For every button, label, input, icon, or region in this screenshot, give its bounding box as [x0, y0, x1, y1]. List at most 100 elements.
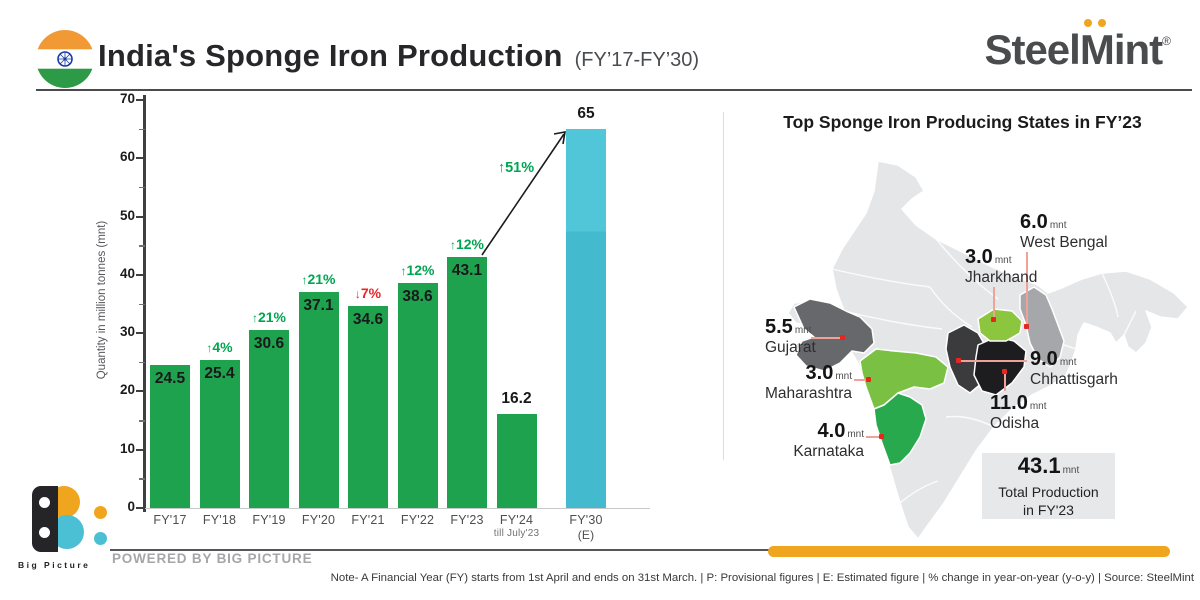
- y-tick-label: 70: [119, 91, 135, 106]
- chart-bar-FY'20: [298, 292, 339, 508]
- total-line1: Total Production: [998, 484, 1099, 500]
- leader-line-westbengal: [1026, 252, 1028, 326]
- x-tick-label-FY'17: FY'17: [153, 513, 187, 527]
- india-map: [787, 160, 1189, 540]
- y-tick-mark: [136, 332, 145, 335]
- bar-value-label: 43.1: [451, 262, 483, 279]
- x-tick-label-FY'20: FY'20: [301, 513, 336, 527]
- registered-mark: ®: [1162, 34, 1171, 48]
- y-tick-label: 60: [119, 149, 135, 165]
- marker-dot-westbengal: [1024, 324, 1029, 329]
- total-production-box: 43.1 mnt Total Production in FY'23: [982, 453, 1115, 519]
- logo-black-column: [32, 486, 58, 552]
- chart-bar-FY'24: [496, 414, 537, 508]
- footer-divider: [110, 549, 770, 551]
- x-tick-label-FY'24: FY'24 till July'23: [493, 513, 540, 539]
- map-label-jharkhand: 3.0 mnt Jharkhand: [965, 246, 1038, 286]
- y-tick-label: 0: [127, 499, 135, 514]
- leader-line-maharashtra: [854, 379, 867, 381]
- y-tick-label: 40: [119, 265, 135, 281]
- brand-dot-icon: [1083, 19, 1092, 27]
- steelmint-logo: SteelM int®: [984, 19, 1171, 74]
- leader-line-gujarat: [811, 337, 841, 339]
- marker-dot-karnataka: [879, 434, 884, 439]
- y-tick-mark: [136, 99, 145, 101]
- map-label-karnataka: 4.0 mnt Karnataka: [793, 420, 864, 460]
- y-tick-mark: [136, 448, 145, 451]
- y-minor-tick-mark: [139, 245, 145, 247]
- up-arrow-icon: ↑: [206, 341, 213, 355]
- state-gujarat: [793, 298, 875, 372]
- state-karnataka: [873, 392, 927, 466]
- x-tick-label-FY'18: FY'18: [202, 513, 237, 527]
- chart-bar-FY'23: [447, 257, 487, 508]
- logo-text: Big Picture: [18, 560, 91, 570]
- bar-value-label: 38.6: [402, 288, 433, 305]
- page-title: India's Sponge Iron Production: [98, 38, 563, 73]
- footer-accent-bar: [768, 546, 1170, 557]
- bar-pct-label: ↓7%: [354, 285, 382, 301]
- bar-value-label: 34.6: [352, 311, 384, 328]
- x-tick-label-FY'19: FY'19: [252, 513, 286, 527]
- leader-line-chhattisgarh: [961, 360, 1027, 362]
- big-picture-logo: Big Picture: [18, 486, 110, 580]
- y-tick-mark: [136, 215, 145, 218]
- map-panel: Top Sponge Iron Producing States in FY’2…: [725, 95, 1200, 573]
- x-tick-label-FY'30: FY'30 (E): [569, 513, 603, 542]
- map-label-chhattisgarh: 9.0 mnt Chhattisgarh: [1030, 348, 1118, 388]
- up-arrow-icon: ↑: [449, 238, 456, 252]
- chart-bar-FY'18: [199, 360, 240, 508]
- y-tick-mark: [136, 273, 145, 276]
- growth-annotation: ↑51%: [497, 160, 535, 176]
- powered-by-label: POWERED BY BIG PICTURE: [112, 551, 313, 566]
- chart-bar-FY'30: [566, 129, 606, 508]
- x-tick-label-FY'23: FY'23: [450, 513, 484, 527]
- india-flag-icon: [36, 30, 94, 88]
- leader-line-jharkhand: [993, 287, 995, 319]
- logo-colon-dot: [94, 506, 107, 519]
- y-tick-label: 30: [119, 324, 135, 340]
- map-title: Top Sponge Iron Producing States in FY’2…: [783, 112, 1142, 132]
- x-tick-label-FY'21: FY'21: [351, 513, 385, 527]
- bar-value-label: 25.4: [204, 365, 235, 382]
- marker-dot-chhattisgarh: [956, 358, 961, 363]
- up-arrow-icon: ↑: [497, 160, 506, 176]
- page-title-row: India's Sponge Iron Production (FY’17-FY…: [98, 38, 699, 74]
- up-arrow-icon: ↑: [400, 264, 407, 278]
- y-tick-label: 20: [119, 382, 135, 398]
- page-subtitle: (FY’17-FY’30): [574, 49, 700, 71]
- bar-value-label: 16.2: [501, 390, 532, 407]
- marker-dot-jharkhand: [991, 317, 996, 322]
- x-axis-line: [145, 507, 650, 509]
- chart-bar-FY'19: [249, 330, 289, 508]
- state-borders: [831, 238, 1137, 504]
- up-arrow-icon: ↑: [251, 311, 258, 325]
- bar-value-label: 24.5: [154, 370, 186, 387]
- y-tick-label: 10: [119, 440, 135, 456]
- y-tick-label: 50: [119, 207, 135, 223]
- leader-line-karnataka: [866, 436, 881, 438]
- bar-value-label: 65: [577, 105, 595, 122]
- chart-bar-FY'21: [348, 306, 388, 508]
- bar-pct-label: ↑21%: [301, 271, 336, 287]
- state-maharashtra: [859, 348, 949, 410]
- y-tick-mark: [136, 157, 145, 160]
- bar-value-label: 30.6: [253, 335, 285, 352]
- y-minor-tick-mark: [139, 303, 145, 305]
- footnote: Note- A Financial Year (FY) starts from …: [330, 572, 1194, 584]
- y-tick-mark: [136, 390, 145, 393]
- header-divider: [36, 89, 1192, 91]
- bar-pct-label: ↑12%: [400, 262, 435, 278]
- total-line2: in FY'23: [1023, 501, 1074, 518]
- marker-dot-maharashtra: [866, 377, 871, 382]
- bar-pct-label: ↑12%: [449, 236, 485, 252]
- map-label-westbengal: 6.0 mnt West Bengal: [1020, 211, 1108, 251]
- chart-bar-FY'22: [397, 283, 438, 508]
- bar-pct-label: ↑4%: [206, 339, 233, 355]
- leader-line-odisha: [1004, 373, 1006, 391]
- marker-dot-odisha: [1002, 369, 1007, 374]
- up-arrow-icon: ↑: [301, 273, 308, 287]
- panel-divider: [723, 112, 724, 460]
- chart-bar-FY'17: [150, 365, 190, 508]
